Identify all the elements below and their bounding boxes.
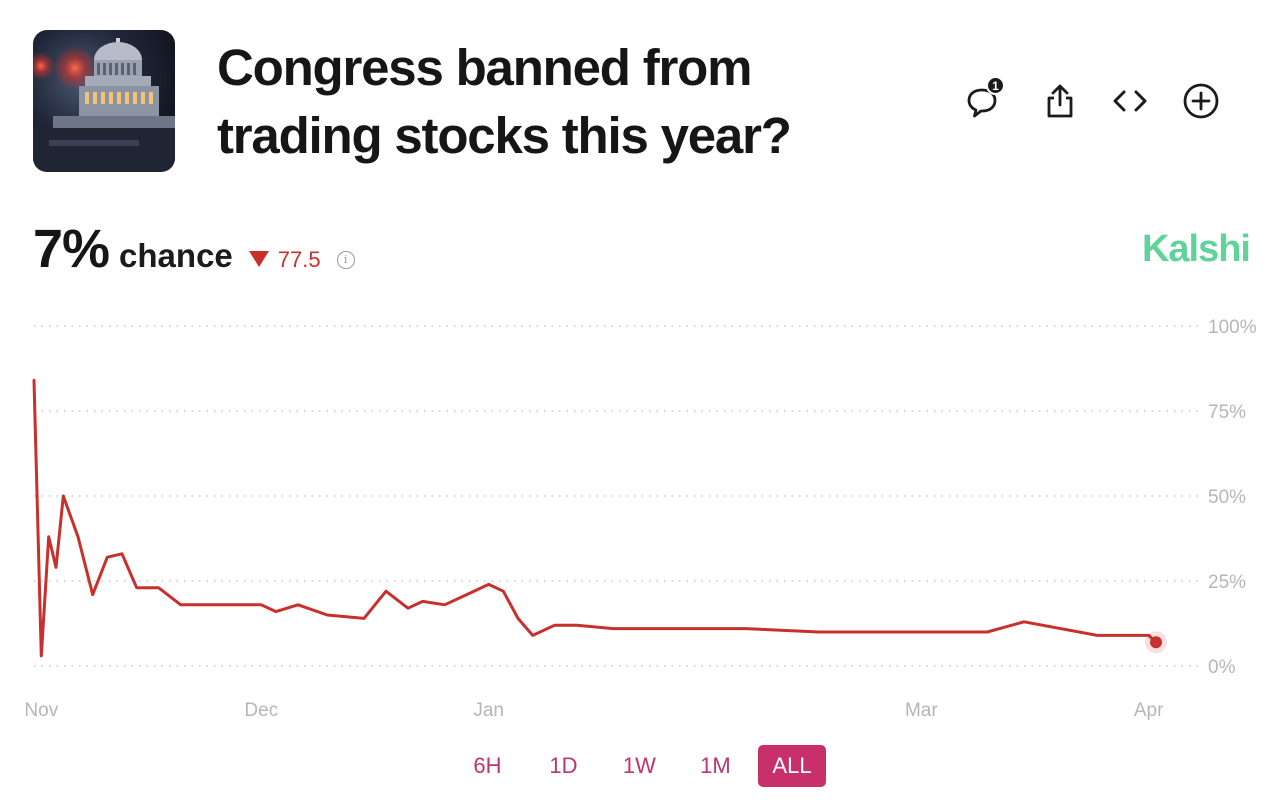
x-tick-label: Apr <box>1134 700 1164 721</box>
market-title: Congress banned from trading stocks this… <box>217 34 897 170</box>
time-range-selector: 6H 1D 1W 1M ALL <box>0 745 1280 787</box>
x-tick-label: Dec <box>244 700 278 721</box>
current-point <box>1150 636 1162 649</box>
title-line-1: Congress banned from <box>217 39 752 96</box>
y-tick-label: 75% <box>1208 402 1246 423</box>
y-tick-label: 0% <box>1208 657 1236 678</box>
range-button-6h[interactable]: 6H <box>473 753 502 778</box>
y-tick-label: 100% <box>1208 317 1257 338</box>
comments-count-badge: 1 <box>986 76 1005 95</box>
y-tick-label: 50% <box>1208 487 1246 508</box>
title-line-2: trading stocks this year? <box>217 107 792 164</box>
range-button-1w[interactable]: 1W <box>622 753 656 778</box>
range-button-1d[interactable]: 1D <box>549 753 578 778</box>
share-icon <box>1047 84 1073 118</box>
series-line <box>32 378 1158 658</box>
share-button[interactable] <box>1033 76 1087 126</box>
down-arrow-icon <box>248 251 269 267</box>
x-tick-label: Jan <box>473 700 504 721</box>
change-indicator: 77.5 <box>248 247 321 273</box>
market-thumbnail <box>33 30 175 172</box>
change-value: 77.5 <box>277 247 321 272</box>
brand-logo: Kalshi <box>1141 228 1251 270</box>
info-icon[interactable]: i <box>336 250 355 269</box>
capitol-dome-image <box>33 30 175 172</box>
comments-button[interactable]: 1 <box>955 76 1009 126</box>
embed-icon <box>1113 90 1147 112</box>
add-button[interactable] <box>1174 76 1228 126</box>
range-button-all[interactable]: ALL <box>758 745 826 787</box>
range-button-1m[interactable]: 1M <box>700 753 731 778</box>
probability-value: 7% <box>33 219 110 279</box>
action-bar: 1 <box>955 76 1225 126</box>
chance-label: chance <box>119 237 233 274</box>
x-tick-label: Nov <box>24 700 58 721</box>
embed-button[interactable] <box>1103 76 1157 126</box>
y-tick-label: 25% <box>1208 572 1246 593</box>
probability-chart: 100% 75% 50% 25% 0% Nov Dec Jan Mar Apr <box>24 317 1257 721</box>
comment-icon <box>967 88 997 118</box>
x-tick-label: Mar <box>905 700 938 721</box>
probability-summary: 7% chance 77.5 i <box>33 218 355 282</box>
plus-circle-icon <box>1183 83 1219 119</box>
